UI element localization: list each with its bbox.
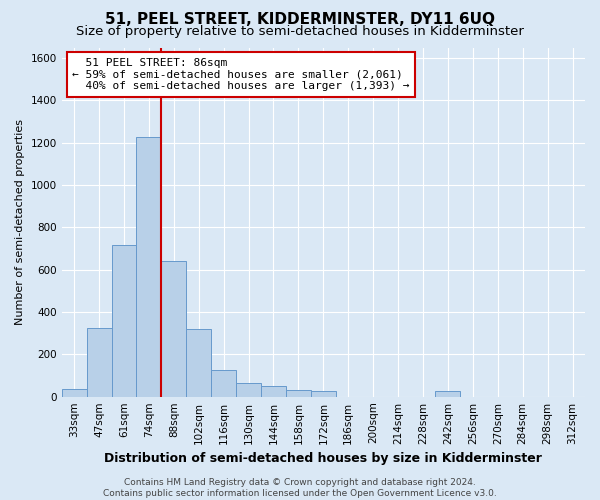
Text: Contains HM Land Registry data © Crown copyright and database right 2024.
Contai: Contains HM Land Registry data © Crown c… <box>103 478 497 498</box>
Text: 51 PEEL STREET: 86sqm
← 59% of semi-detached houses are smaller (2,061)
  40% of: 51 PEEL STREET: 86sqm ← 59% of semi-deta… <box>72 58 410 91</box>
Text: Size of property relative to semi-detached houses in Kidderminster: Size of property relative to semi-detach… <box>76 25 524 38</box>
Bar <box>136 138 161 396</box>
Bar <box>186 329 211 396</box>
Bar <box>211 370 236 396</box>
Bar <box>311 392 336 396</box>
Bar <box>86 328 112 396</box>
Y-axis label: Number of semi-detached properties: Number of semi-detached properties <box>15 119 25 325</box>
Text: 51, PEEL STREET, KIDDERMINSTER, DY11 6UQ: 51, PEEL STREET, KIDDERMINSTER, DY11 6UQ <box>105 12 495 28</box>
Bar <box>286 390 311 396</box>
X-axis label: Distribution of semi-detached houses by size in Kidderminster: Distribution of semi-detached houses by … <box>104 452 542 465</box>
Bar <box>62 390 86 396</box>
Bar <box>261 386 286 396</box>
Bar <box>236 383 261 396</box>
Bar <box>161 261 186 396</box>
Bar <box>112 246 136 396</box>
Bar <box>436 392 460 396</box>
